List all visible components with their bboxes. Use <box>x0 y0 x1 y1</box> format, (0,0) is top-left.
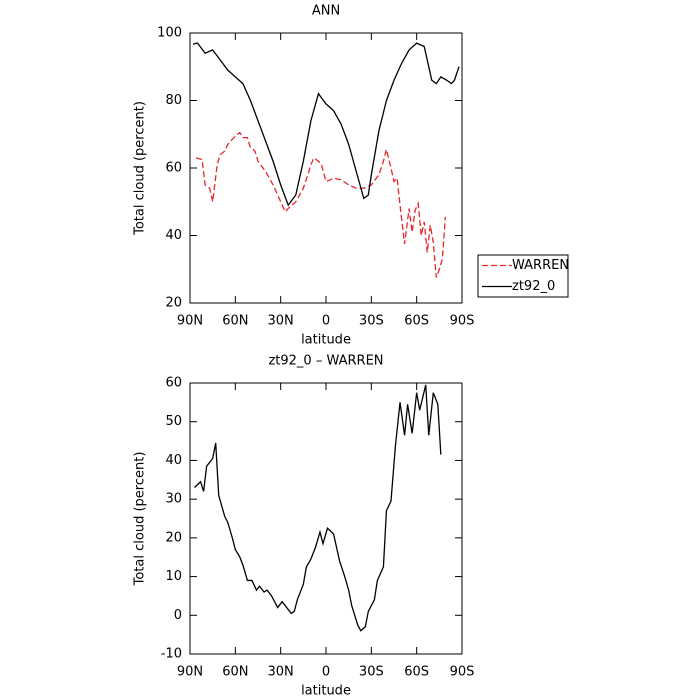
legend-label: zt92_0 <box>512 279 555 294</box>
x-tick-label: 90N <box>177 314 203 329</box>
plot-frame <box>189 32 463 304</box>
x-tick-label: 60S <box>404 314 429 329</box>
x-tick-label: 30N <box>268 665 294 680</box>
y-tick-label: 10 <box>165 569 182 584</box>
x-tick-label: 90N <box>177 665 203 680</box>
x-tick-label: 60N <box>222 665 248 680</box>
x-tick-label: 90S <box>450 665 475 680</box>
data-line <box>194 384 442 632</box>
y-tick-label: 40 <box>165 453 182 468</box>
y-tick-label: 20 <box>165 296 182 311</box>
y-tick-label: 100 <box>157 26 182 41</box>
y-tick-label: 80 <box>165 93 182 108</box>
y-tick-label: 40 <box>165 228 182 243</box>
x-tick-label: 90S <box>450 314 475 329</box>
chart-title: ANN <box>312 4 340 19</box>
x-tick-label: 30N <box>268 314 294 329</box>
legend-label: WARREN <box>512 258 569 273</box>
y-tick-label: 60 <box>165 376 182 391</box>
legend-box <box>477 254 569 298</box>
x-tick-label: 60N <box>222 314 248 329</box>
y-tick-label: 0 <box>174 608 182 623</box>
x-axis-label: latitude <box>301 333 351 348</box>
data-line <box>195 131 447 278</box>
x-tick-label: 0 <box>322 665 330 680</box>
data-line <box>192 42 460 207</box>
y-tick-label: 20 <box>165 530 182 545</box>
x-tick-label: 30S <box>359 665 384 680</box>
y-tick-label: -10 <box>161 647 182 662</box>
y-axis-label: Total cloud (percent) <box>133 101 148 236</box>
chart-title: zt92_0 – WARREN <box>268 354 383 369</box>
x-tick-label: 60S <box>404 665 429 680</box>
x-tick-label: 0 <box>322 314 330 329</box>
y-axis-label: Total cloud (percent) <box>133 452 148 587</box>
plot-frame <box>189 382 463 655</box>
x-tick-label: 30S <box>359 314 384 329</box>
y-tick-label: 60 <box>165 161 182 176</box>
y-tick-label: 30 <box>165 492 182 507</box>
x-axis-label: latitude <box>301 684 351 699</box>
y-tick-label: 50 <box>165 414 182 429</box>
